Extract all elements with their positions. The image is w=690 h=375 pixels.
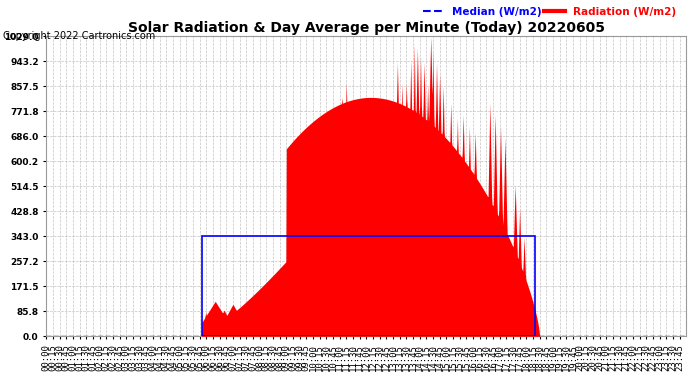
Title: Solar Radiation & Day Average per Minute (Today) 20220605: Solar Radiation & Day Average per Minute…	[128, 21, 604, 35]
Text: Copyright 2022 Cartronics.com: Copyright 2022 Cartronics.com	[3, 32, 156, 41]
Legend: Median (W/m2), Radiation (W/m2): Median (W/m2), Radiation (W/m2)	[419, 3, 680, 21]
Bar	[202, 236, 535, 336]
